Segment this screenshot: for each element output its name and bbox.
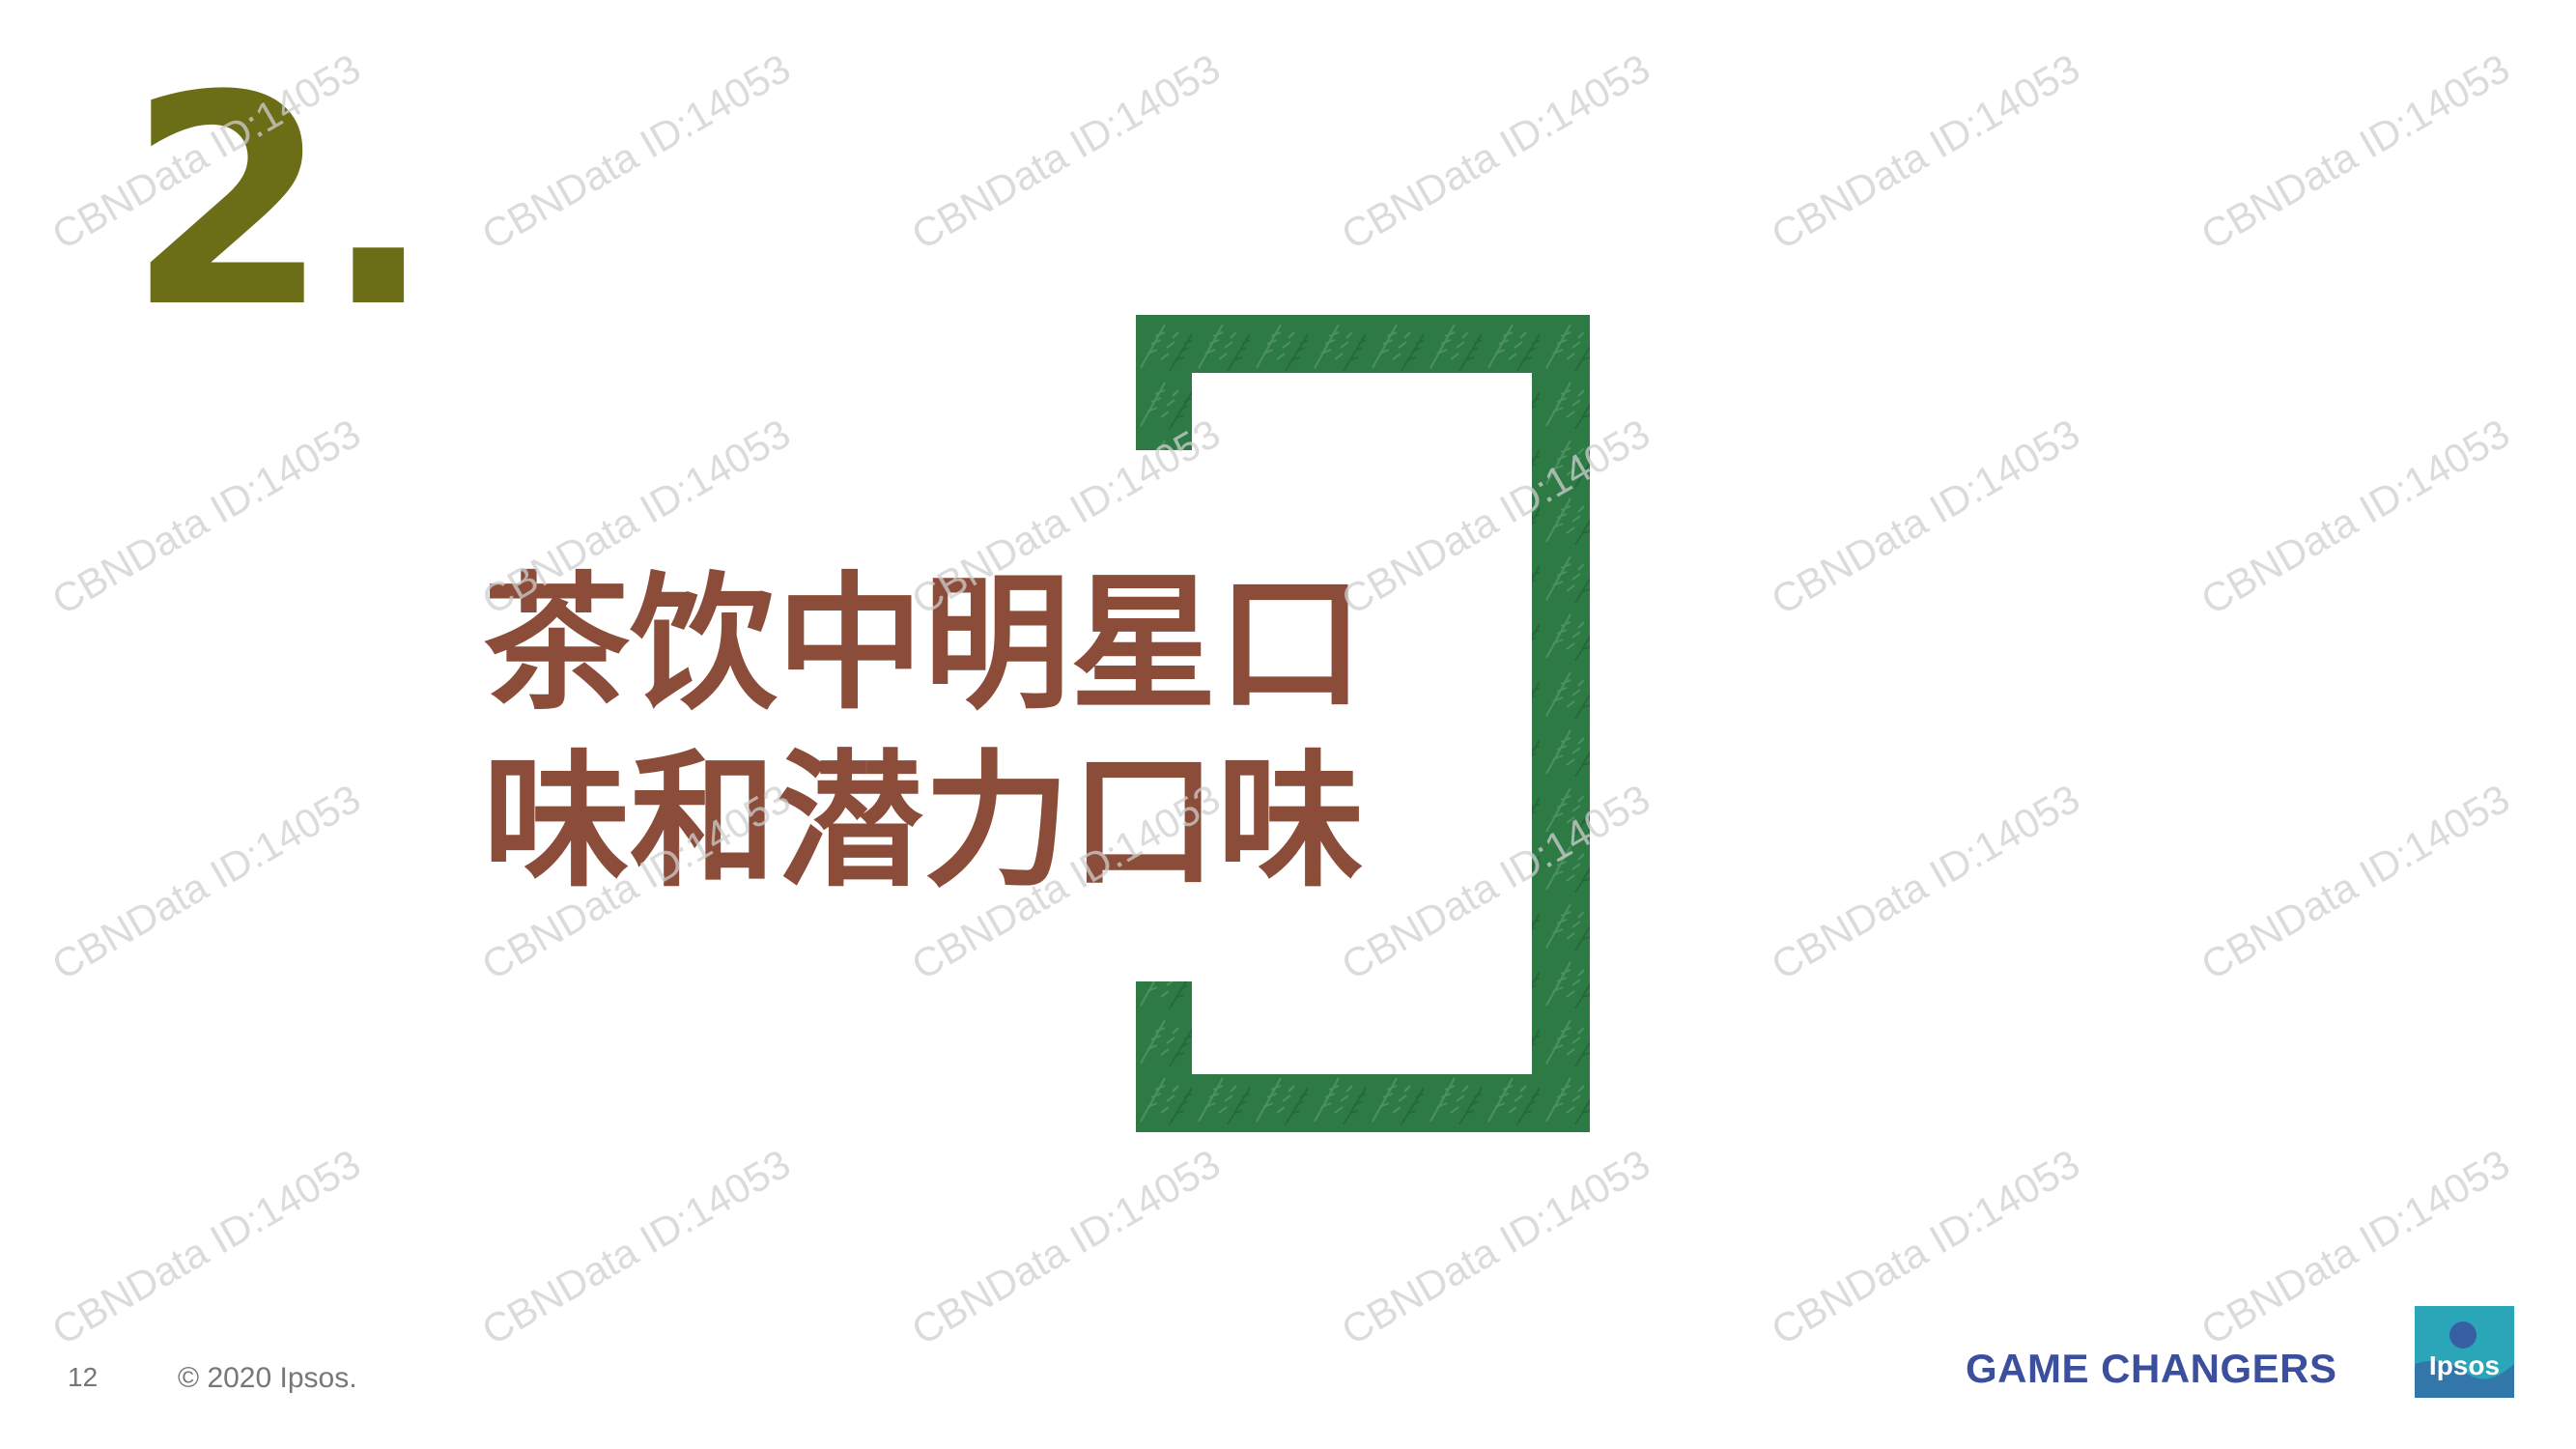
- watermark: CBNData ID:14053: [904, 44, 1228, 259]
- watermark: CBNData ID:14053: [44, 1140, 368, 1354]
- watermark: CBNData ID:14053: [44, 775, 368, 989]
- tagline: GAME CHANGERS: [1966, 1346, 2337, 1391]
- watermark: CBNData ID:14053: [2194, 410, 2517, 624]
- watermark: CBNData ID:14053: [2194, 775, 2517, 989]
- title-line-2: 味和潜力口味: [483, 736, 1364, 907]
- watermark: CBNData ID:14053: [1764, 410, 2087, 624]
- watermark: CBNData ID:14053: [44, 410, 368, 624]
- watermark: CBNData ID:14053: [904, 1140, 1228, 1354]
- watermark: CBNData ID:14053: [1764, 1140, 2087, 1354]
- watermark: CBNData ID:14053: [1334, 1140, 1657, 1354]
- section-number: 2.: [127, 34, 434, 371]
- fern-bracket-decoration: [1136, 315, 1590, 1132]
- slide-title: 茶饮中明星口 味和潜力口味: [483, 555, 1410, 911]
- watermark: CBNData ID:14053: [1764, 775, 2087, 989]
- copyright: © 2020 Ipsos.: [178, 1362, 357, 1394]
- watermark: CBNData ID:14053: [2194, 44, 2517, 259]
- watermark: CBNData ID:14053: [474, 44, 798, 259]
- page-number: 12: [68, 1362, 99, 1392]
- watermark: CBNData ID:14053: [1334, 44, 1657, 259]
- title-line-1: 茶饮中明星口: [483, 558, 1364, 729]
- watermark: CBNData ID:14053: [1764, 44, 2087, 259]
- watermark: CBNData ID:14053: [474, 1140, 798, 1354]
- logo-text: Ipsos: [2428, 1350, 2501, 1380]
- ipsos-logo-icon: Ipsos: [2415, 1306, 2514, 1398]
